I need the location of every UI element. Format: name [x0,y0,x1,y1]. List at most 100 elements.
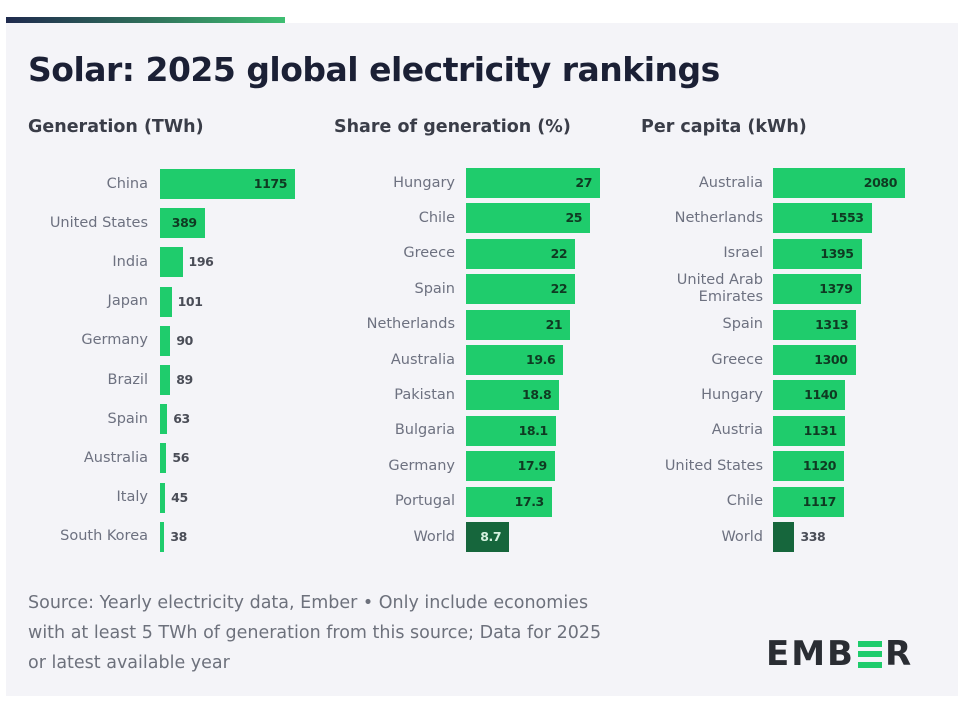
category-label-line: Germany [81,332,148,349]
category-label-line: Spain [414,280,455,297]
category-label-line: Greece [403,245,455,262]
data-label: 1313 [815,316,849,332]
data-label: 1300 [814,352,848,367]
data-label: 18.1 [518,422,549,438]
bar [773,415,845,446]
category-label-line: Hungary [393,174,455,191]
data-label: 21 [545,316,563,332]
data-label: 1131 [803,422,838,438]
bar [466,274,576,305]
source-line: with at least 5 TWh of generation from t… [28,623,602,643]
category-label: United Arab Emirates [563,272,763,306]
category-label-line: Greece [711,351,763,368]
category-label-line: South Korea [60,528,148,545]
category-label: Australia [563,175,763,192]
logo-text-left: EMB [766,634,855,674]
data-label: 1395 [820,245,854,261]
bar [466,238,576,269]
category-label-line: Netherlands [674,209,763,226]
category-label: Greece [255,245,455,262]
bar [773,451,845,482]
bar [160,365,171,395]
category-label: Pakistan [255,387,455,404]
category-label: Australia [0,450,148,467]
category-label: Chile [255,210,455,227]
panel-title-per-capita: Per capita (kWh) [641,117,807,137]
logo-text-right: R [884,634,914,674]
bar [160,286,172,317]
source-note: Source: Yearly electricity data, Ember •… [28,588,708,678]
category-label: Hungary [255,175,455,192]
category-label-line: Spain [722,316,763,333]
bar [160,482,166,513]
category-label-line: World [413,528,455,545]
category-label: Italy [0,489,148,506]
category-label-line: Germany [388,457,455,474]
bar [160,325,171,356]
data-label: 22 [550,245,568,261]
category-label-line: World [721,528,763,545]
data-label: 27 [575,175,592,190]
bar [773,309,857,340]
bar [160,404,168,435]
panel-title-share: Share of generation (%) [334,117,571,137]
bar [160,521,165,552]
data-label: 22 [550,281,568,297]
category-label-line: United Arab [676,272,763,289]
bar [466,486,552,517]
category-label: Spain [0,411,148,428]
data-label: 1379 [819,281,853,297]
category-label-line: United States [49,214,148,231]
category-label: Hungary [563,387,763,404]
category-label-line: Hungary [701,386,763,403]
category-label: Austria [563,422,763,439]
category-label-line: Bulgaria [394,422,455,439]
bar [773,274,861,305]
bar [773,203,872,234]
category-label-line: Italy [116,489,148,506]
data-label: 19.6 [526,352,556,367]
category-label: Chile [563,493,763,510]
data-label: 90 [176,332,193,348]
data-label: 1120 [802,458,837,474]
category-label: Netherlands [563,210,763,227]
category-label: Netherlands [255,316,455,333]
category-label-line: India [112,253,148,270]
category-label: World [563,529,763,546]
category-label: China [0,176,148,193]
data-label: 2080 [863,175,898,190]
category-label-line: Israel [723,245,763,262]
data-label: 101 [177,293,203,309]
data-label: 1140 [804,387,838,403]
category-label: Greece [563,352,763,369]
category-label: United States [0,215,148,232]
bar [466,168,600,198]
data-label: 38 [170,528,187,544]
category-label-line: Australia [390,351,455,368]
category-label-line: Chile [418,209,455,226]
source-line: Source: Yearly electricity data, Ember •… [28,593,589,613]
category-label: Spain [563,316,763,333]
data-label: 1117 [802,493,837,509]
category-label: Australia [255,352,455,369]
bar [466,415,556,446]
category-label: India [0,254,148,271]
category-label: Japan [0,293,148,310]
category-label-line: United States [664,457,763,474]
data-label: 25 [565,210,583,226]
category-label-line: Australia [698,174,763,191]
category-label: Germany [0,332,148,349]
source-line: or latest available year [28,653,230,673]
data-label: 338 [800,529,826,544]
category-label-line: Portugal [394,493,455,510]
bar [466,451,555,482]
bar [466,345,564,375]
data-label: 17.3 [514,493,545,509]
chart-title: Solar: 2025 global electricity rankings [28,50,720,89]
bar [773,238,862,269]
bar [466,380,560,411]
ember-logo: EMB R [766,634,914,674]
bar [773,486,844,517]
category-label-line: Chile [726,493,763,510]
bar [160,247,183,278]
